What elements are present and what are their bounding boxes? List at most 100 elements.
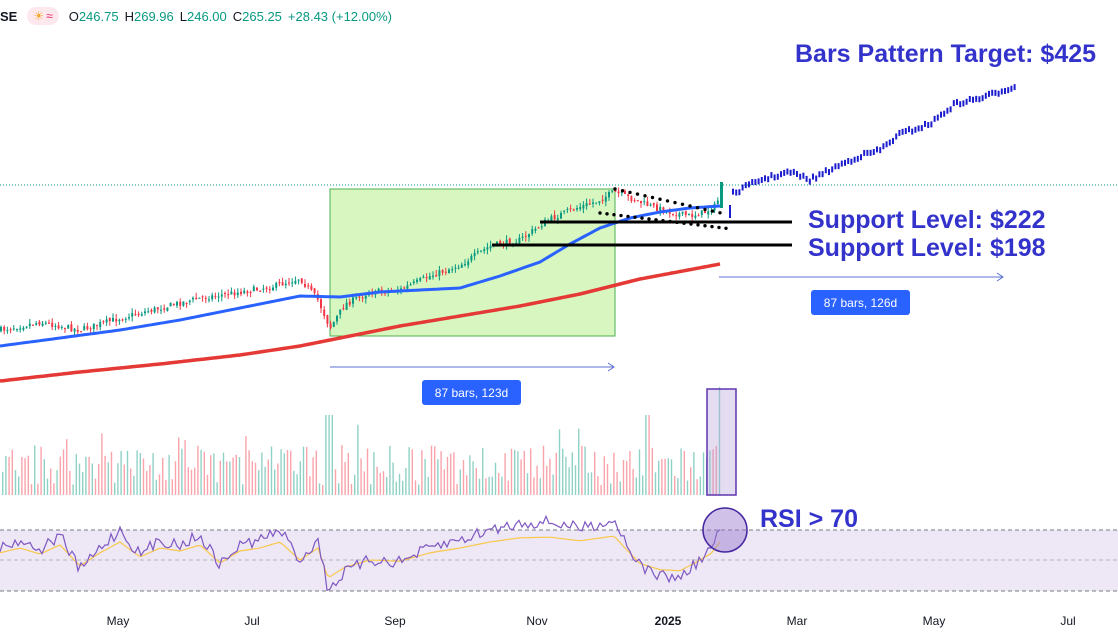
volume-bar [501,476,503,495]
range-label-1-text: 87 bars, 123d [435,386,508,400]
volume-bar [98,463,100,495]
candle [454,264,457,273]
candle [419,276,422,283]
volume-bar [200,449,202,495]
volume-bar [517,451,519,495]
volume-bar [405,468,407,495]
volume-bar [379,473,381,495]
candle [444,267,447,276]
volume-bar [206,474,209,495]
volume-bar [411,449,413,495]
candle [121,318,124,322]
indicator-pill[interactable]: ☀ ≈ [27,7,59,25]
candle [416,277,418,285]
candle [428,272,431,280]
volume-bar [293,470,295,495]
candle [0,325,2,333]
volume-bar [562,448,564,495]
volume-bar [606,464,609,495]
volume-bar [658,460,660,495]
candle [160,305,162,315]
candle [585,198,588,210]
x-tick-label: Jul [244,614,259,628]
candle [294,276,297,285]
volume-bar [290,450,292,495]
flag-dot-upper [613,187,617,191]
candle [227,289,230,299]
volume-bar [718,387,721,495]
rsi-highlight-circle [702,507,748,553]
flag-dot-upper [718,211,722,215]
volume-bar [475,467,477,495]
candle [102,320,105,325]
candle [150,308,153,315]
volume-bar [101,433,103,495]
candle [432,271,434,280]
volume-bar [686,480,689,495]
volume-bar [187,467,189,495]
candle [604,192,607,207]
volume-bar [158,474,161,495]
symbol-label[interactable]: SE [0,8,18,24]
candle [16,328,18,332]
volume-bar [139,452,141,495]
candle [224,291,226,298]
volume-bar [165,480,167,495]
volume-bar [610,483,612,495]
volume-bar [443,469,445,495]
volume-bar [251,461,253,495]
candle [291,278,294,288]
volume-bar [382,471,385,495]
volume-bar [555,452,557,495]
volume-bar [702,452,705,495]
candle [524,231,527,242]
volume-bar [338,483,340,495]
volume-bar [526,473,529,495]
volume-bar [210,455,212,495]
volume-bar [565,456,567,495]
volume-bar [270,446,273,495]
volume-bar [366,448,369,495]
volume-bar [235,454,237,495]
open-value: 246.75 [78,8,119,24]
volume-bar [498,472,500,495]
volume-bar [299,461,301,495]
candle [96,324,98,331]
volume-bar [184,440,186,495]
candle [131,308,134,322]
candle [3,325,6,335]
volume-bar [120,450,122,495]
candle [214,292,217,300]
rsi-ma-line [0,535,721,578]
volume-bar [344,461,346,495]
volume-bar [539,478,541,495]
volume-bar [699,476,701,495]
volume-bar [664,458,666,495]
volume-bar [363,471,365,495]
candle [179,298,182,310]
candle [208,296,210,303]
volume-bar [453,452,455,495]
candle [633,198,636,203]
candle [243,287,246,295]
projection-bars [729,84,1016,218]
range-arrow-1 [330,362,615,372]
volume-bar [446,457,449,495]
volume-bar [370,484,372,495]
volume-bar [85,456,87,495]
volume-bar [261,452,263,495]
candle [361,294,364,303]
candle [441,269,444,276]
candle [678,211,681,220]
flag-dot-upper [710,209,715,213]
flag-dot-upper [665,199,670,203]
volume-bar [213,453,215,495]
candle [435,270,438,277]
volume-bar [421,450,423,495]
volume-bar [72,484,74,495]
flag-dot-upper [695,206,700,210]
candle [188,299,191,306]
candle [144,308,146,316]
